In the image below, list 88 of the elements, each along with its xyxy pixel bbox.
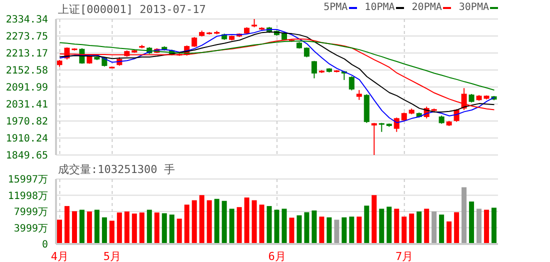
bar: [236, 207, 242, 244]
y-tick-label: 15997万: [8, 174, 48, 186]
bar: [199, 195, 204, 244]
bar: [372, 195, 377, 244]
bar: [492, 208, 497, 244]
y-tick-label: 1849.65: [6, 150, 48, 162]
bar: [356, 216, 362, 244]
bar: [386, 206, 392, 244]
bar: [244, 197, 250, 244]
bar: [484, 210, 490, 244]
bar: [206, 200, 212, 244]
chart-title: 上证[000001] 2013-07-17: [58, 2, 206, 17]
bar: [259, 204, 264, 244]
bar: [109, 220, 114, 244]
bar: [57, 220, 62, 244]
bar: [296, 215, 302, 244]
bar: [274, 210, 280, 244]
candlestick: [311, 60, 317, 79]
bar: [64, 206, 70, 244]
bar: [394, 208, 400, 244]
y-tick-label: 2091.99: [6, 82, 48, 94]
bar: [402, 216, 407, 244]
bar: [266, 206, 272, 244]
legend-label: 30PMA: [458, 2, 489, 13]
bar: [176, 218, 182, 244]
bar: [416, 211, 422, 244]
y-tick-label: 3999万: [14, 223, 48, 234]
y-tick-label: 2152.58: [6, 66, 48, 77]
candlestick: [371, 122, 377, 155]
bar: [162, 213, 167, 244]
bar: [476, 208, 482, 244]
bar: [214, 198, 220, 244]
bar: [364, 206, 370, 244]
bar: [462, 187, 467, 244]
bar: [304, 212, 310, 244]
x-tick-label: 7月: [396, 250, 414, 262]
bar: [116, 212, 122, 244]
bar: [132, 214, 137, 244]
bar: [169, 214, 174, 244]
bar: [154, 212, 160, 244]
bar: [409, 214, 414, 244]
legend-label: 20PMA: [412, 2, 442, 13]
legend-label: 5PMA: [324, 2, 348, 13]
bar: [222, 200, 227, 244]
y-tick-label: 0: [42, 240, 48, 251]
y-tick-label: 1970.82: [6, 116, 48, 128]
bar: [424, 208, 430, 244]
bar: [139, 212, 144, 244]
bar: [439, 214, 444, 244]
bar: [379, 208, 384, 244]
y-tick-label: 2273.75: [6, 32, 48, 43]
bar: [349, 216, 354, 244]
bar: [252, 200, 257, 244]
bar: [342, 217, 347, 244]
bar: [79, 210, 84, 244]
bar: [94, 210, 100, 244]
candlestick: [356, 90, 362, 100]
candlestick: [192, 36, 198, 48]
bar: [326, 217, 332, 244]
bar: [72, 211, 77, 244]
y-tick-label: 2334.34: [6, 14, 48, 26]
bar: [192, 200, 197, 244]
bar: [469, 202, 474, 244]
y-tick-label: 1910.24: [6, 134, 48, 145]
x-tick-label: 4月: [50, 250, 69, 262]
x-tick-label: 6月: [268, 250, 286, 262]
candlestick: [348, 76, 354, 91]
chart-title: 成交量:103251300 手: [58, 162, 175, 177]
bar: [146, 210, 152, 244]
bar: [446, 221, 452, 244]
bar: [312, 210, 317, 244]
bar: [282, 208, 287, 244]
y-tick-label: 7999万: [14, 207, 48, 218]
bar: [432, 211, 437, 244]
bar: [334, 220, 340, 244]
bar: [102, 217, 107, 244]
y-tick-label: 2213.17: [6, 48, 48, 60]
bar: [454, 212, 460, 244]
bar: [319, 216, 324, 244]
legend-label: 10PMA: [364, 2, 395, 13]
bar: [184, 204, 190, 244]
bar: [289, 218, 294, 244]
y-tick-label: 2031.41: [6, 100, 48, 111]
bar: [86, 211, 92, 244]
y-tick-label: 11998万: [8, 190, 48, 202]
bar: [124, 211, 130, 244]
x-tick-label: 5月: [103, 250, 121, 262]
bar: [229, 208, 234, 244]
